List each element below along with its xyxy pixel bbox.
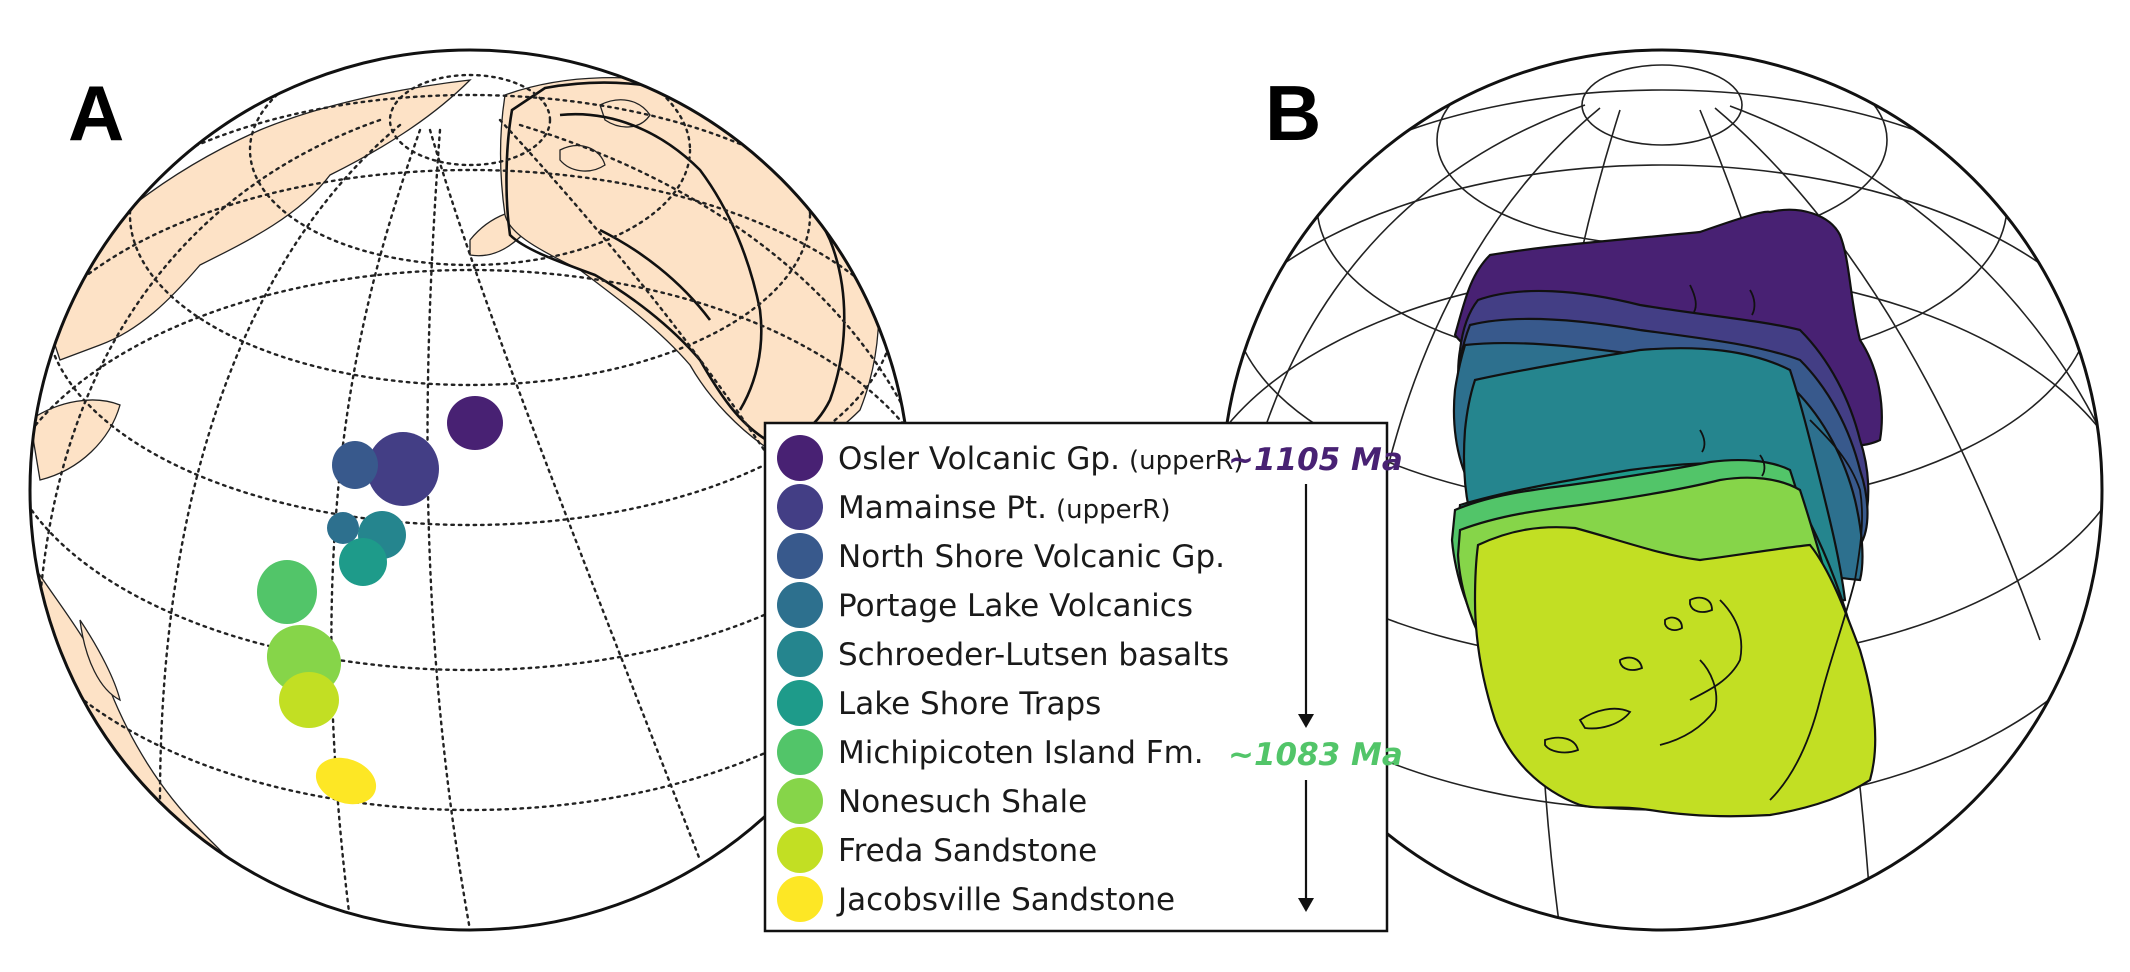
legend-item: Nonesuch Shale <box>777 778 1087 824</box>
legend-label: Schroeder-Lutsen basalts <box>838 637 1229 673</box>
legend-swatch <box>777 582 823 628</box>
pole-mamainse <box>367 432 439 506</box>
legend-item: Jacobsville Sandstone <box>777 876 1175 922</box>
coastline-b <box>1544 284 1863 801</box>
legend-swatch <box>777 827 823 873</box>
legend-box <box>763 421 1389 933</box>
legend-item: Michipicoten Island Fm. <box>777 729 1204 775</box>
legend-items: Osler Volcanic Gp. (upperR) Mamainse Pt. (u… <box>777 435 1244 922</box>
legend-item: Portage Lake Volcanics <box>777 582 1193 628</box>
age-arrow-2 <box>1298 780 1314 912</box>
legend-swatch <box>777 435 823 481</box>
panel-label-a: A <box>68 69 124 157</box>
age-label-1105: ~1105 Ma <box>1228 442 1403 478</box>
globe-b <box>1220 48 2104 932</box>
recon-freda <box>1473 526 1877 818</box>
pole-osler <box>447 396 503 450</box>
legend-label: Freda Sandstone <box>838 833 1097 869</box>
pole-north-shore <box>332 441 378 489</box>
pole-jacobsville <box>315 757 377 805</box>
pole-lake-shore <box>339 538 387 586</box>
legend-item: Schroeder-Lutsen basalts <box>777 631 1229 677</box>
legend-swatch <box>777 778 823 824</box>
legend-label: Jacobsville Sandstone <box>836 882 1175 918</box>
legend-item: Lake Shore Traps <box>777 680 1101 726</box>
pole-ellipses <box>257 396 503 805</box>
age-arrow-1 <box>1298 484 1314 728</box>
legend-swatch <box>777 631 823 677</box>
legend-swatch <box>777 876 823 922</box>
legend: Osler Volcanic Gp. (upperR) Mamainse Pt. (u… <box>763 421 1403 933</box>
legend-label-suffix: (upperR) <box>1056 495 1171 525</box>
legend-item: Freda Sandstone <box>777 827 1097 873</box>
legend-label: Michipicoten Island Fm. <box>838 735 1204 771</box>
legend-label: Portage Lake Volcanics <box>838 588 1193 624</box>
legend-item: Osler Volcanic Gp. (upperR) <box>777 435 1244 481</box>
legend-label: North Shore Volcanic Gp. <box>838 539 1225 575</box>
legend-item: North Shore Volcanic Gp. <box>777 533 1225 579</box>
legend-label: Mamainse Pt. <box>838 490 1047 526</box>
legend-label: Lake Shore Traps <box>838 686 1101 722</box>
legend-swatch <box>777 484 823 530</box>
pole-freda <box>279 672 339 728</box>
legend-label: Osler Volcanic Gp. <box>838 441 1120 477</box>
pole-portage-lake <box>327 512 359 544</box>
legend-swatch <box>777 729 823 775</box>
legend-swatch <box>777 533 823 579</box>
panel-label-b: B <box>1265 69 1321 157</box>
legend-swatch <box>777 680 823 726</box>
reconstructions <box>1450 208 1883 818</box>
legend-label: Nonesuch Shale <box>838 784 1087 820</box>
pole-michipicoten <box>257 560 317 624</box>
legend-label-suffix: (upperR) <box>1129 446 1244 476</box>
age-label-1083: ~1083 Ma <box>1228 737 1403 773</box>
legend-item: Mamainse Pt. (upperR) <box>777 484 1171 530</box>
